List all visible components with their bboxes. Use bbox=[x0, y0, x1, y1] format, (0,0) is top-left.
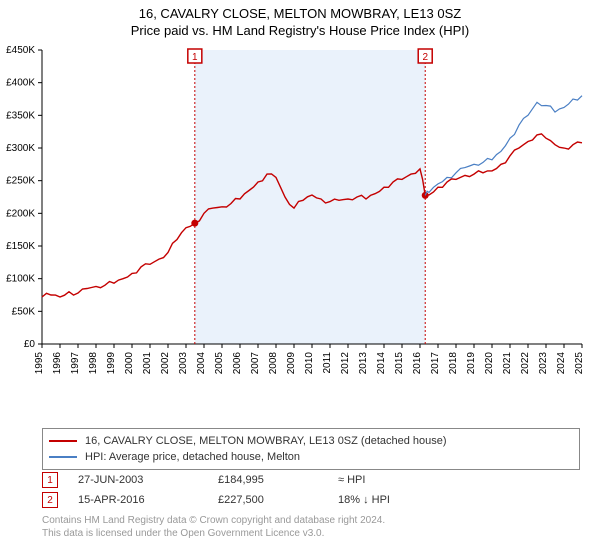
attribution-line-2: This data is licensed under the Open Gov… bbox=[42, 527, 385, 540]
transaction-price: £184,995 bbox=[218, 474, 338, 486]
attribution: Contains HM Land Registry data © Crown c… bbox=[42, 514, 385, 540]
x-tick-label: 2017 bbox=[430, 352, 441, 375]
x-tick-label: 2018 bbox=[448, 352, 459, 375]
x-tick-label: 2006 bbox=[232, 352, 243, 375]
legend-label: HPI: Average price, detached house, Melt… bbox=[85, 451, 300, 463]
chart-title-block: 16, CAVALRY CLOSE, MELTON MOWBRAY, LE13 … bbox=[0, 0, 600, 38]
x-tick-label: 2022 bbox=[520, 352, 531, 375]
chart-title: 16, CAVALRY CLOSE, MELTON MOWBRAY, LE13 … bbox=[0, 6, 600, 21]
x-tick-label: 2021 bbox=[502, 352, 513, 375]
transaction-hpi: ≈ HPI bbox=[338, 474, 458, 486]
transaction-marker: 1 bbox=[42, 472, 58, 488]
x-tick-label: 2020 bbox=[484, 352, 495, 375]
transaction-date: 15-APR-2016 bbox=[78, 494, 218, 506]
x-tick-label: 2019 bbox=[466, 352, 477, 375]
chart-subtitle: Price paid vs. HM Land Registry's House … bbox=[0, 23, 600, 38]
x-tick-label: 2014 bbox=[376, 352, 387, 375]
x-tick-label: 1998 bbox=[88, 352, 99, 375]
y-tick-label: £450K bbox=[6, 45, 35, 56]
y-tick-label: £400K bbox=[6, 78, 35, 89]
x-tick-label: 1995 bbox=[34, 352, 45, 375]
transaction-row: 2 15-APR-2016£227,50018% ↓ HPI bbox=[42, 490, 458, 510]
transaction-row: 1 27-JUN-2003£184,995≈ HPI bbox=[42, 470, 458, 490]
transaction-price: £227,500 bbox=[218, 494, 338, 506]
transaction-date: 27-JUN-2003 bbox=[78, 474, 218, 486]
legend-swatch bbox=[49, 440, 77, 442]
x-tick-label: 2015 bbox=[394, 352, 405, 375]
x-tick-label: 2009 bbox=[286, 352, 297, 375]
x-tick-label: 2011 bbox=[322, 352, 333, 374]
y-tick-label: £50K bbox=[12, 306, 36, 317]
x-tick-label: 2024 bbox=[556, 352, 567, 375]
x-tick-label: 1996 bbox=[52, 352, 63, 375]
transaction-hpi: 18% ↓ HPI bbox=[338, 494, 458, 506]
y-tick-label: £350K bbox=[6, 110, 35, 121]
x-tick-label: 2004 bbox=[196, 352, 207, 375]
y-tick-label: £100K bbox=[6, 274, 35, 285]
x-tick-label: 2003 bbox=[178, 352, 189, 375]
x-tick-label: 2013 bbox=[358, 352, 369, 375]
x-tick-label: 2025 bbox=[574, 352, 585, 375]
x-tick-label: 2008 bbox=[268, 352, 279, 375]
x-tick-label: 1999 bbox=[106, 352, 117, 375]
x-tick-label: 1997 bbox=[70, 352, 81, 375]
x-tick-label: 2016 bbox=[412, 352, 423, 375]
y-tick-label: £0 bbox=[24, 339, 36, 350]
x-tick-label: 2002 bbox=[160, 352, 171, 375]
legend-item: HPI: Average price, detached house, Melt… bbox=[49, 449, 573, 465]
x-tick-label: 2001 bbox=[142, 352, 153, 375]
marker-label: 1 bbox=[192, 52, 198, 63]
marker-label: 2 bbox=[422, 52, 428, 63]
x-tick-label: 2010 bbox=[304, 352, 315, 375]
shaded-ownership-region bbox=[195, 50, 425, 344]
legend-item: 16, CAVALRY CLOSE, MELTON MOWBRAY, LE13 … bbox=[49, 433, 573, 449]
x-tick-label: 2023 bbox=[538, 352, 549, 375]
attribution-line-1: Contains HM Land Registry data © Crown c… bbox=[42, 514, 385, 527]
y-tick-label: £200K bbox=[6, 208, 35, 219]
x-tick-label: 2007 bbox=[250, 352, 261, 375]
transaction-table: 1 27-JUN-2003£184,995≈ HPI 2 15-APR-2016£22… bbox=[42, 470, 458, 510]
y-tick-label: £300K bbox=[6, 143, 35, 154]
transaction-marker: 2 bbox=[42, 492, 58, 508]
x-tick-label: 2000 bbox=[124, 352, 135, 375]
legend-swatch bbox=[49, 456, 77, 458]
x-tick-label: 2012 bbox=[340, 352, 351, 375]
x-tick-label: 2005 bbox=[214, 352, 225, 375]
legend-label: 16, CAVALRY CLOSE, MELTON MOWBRAY, LE13 … bbox=[85, 435, 447, 447]
y-tick-label: £150K bbox=[6, 241, 35, 252]
price-chart: £0£50K£100K£150K£200K£250K£300K£350K£400… bbox=[42, 50, 582, 396]
legend: 16, CAVALRY CLOSE, MELTON MOWBRAY, LE13 … bbox=[42, 428, 580, 470]
y-tick-label: £250K bbox=[6, 176, 35, 187]
